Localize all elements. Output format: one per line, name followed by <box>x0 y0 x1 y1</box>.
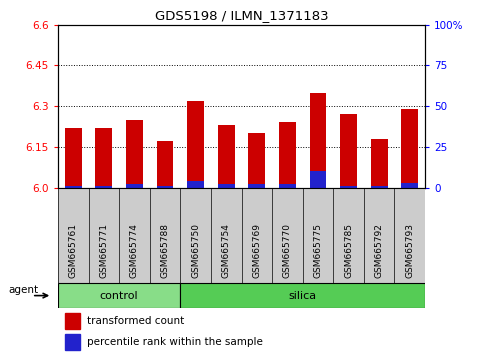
Text: GSM665775: GSM665775 <box>313 223 323 278</box>
Text: GSM665761: GSM665761 <box>69 223 78 278</box>
Text: GSM665774: GSM665774 <box>130 223 139 278</box>
Bar <box>401 109 418 188</box>
Bar <box>310 93 327 188</box>
Bar <box>156 186 173 188</box>
Bar <box>187 101 204 188</box>
Bar <box>310 171 327 188</box>
Text: GSM665754: GSM665754 <box>222 223 231 278</box>
Text: GSM665769: GSM665769 <box>252 223 261 278</box>
Bar <box>187 181 204 188</box>
Bar <box>340 114 357 188</box>
Bar <box>65 186 82 188</box>
Text: control: control <box>100 291 139 301</box>
Bar <box>65 334 80 350</box>
Bar <box>248 184 265 188</box>
Bar <box>156 142 173 188</box>
Text: transformed count: transformed count <box>87 316 185 326</box>
Text: GSM665792: GSM665792 <box>375 223 384 278</box>
Bar <box>65 313 80 329</box>
Bar <box>96 128 112 188</box>
Text: silica: silica <box>289 291 317 301</box>
Text: GSM665788: GSM665788 <box>160 223 170 278</box>
Bar <box>126 184 143 188</box>
Title: GDS5198 / ILMN_1371183: GDS5198 / ILMN_1371183 <box>155 9 328 22</box>
Text: GSM665785: GSM665785 <box>344 223 353 278</box>
Bar <box>371 186 387 188</box>
Bar <box>65 128 82 188</box>
Text: agent: agent <box>9 285 39 295</box>
Bar <box>218 184 235 188</box>
Text: percentile rank within the sample: percentile rank within the sample <box>87 337 263 348</box>
Bar <box>279 122 296 188</box>
Text: GSM665750: GSM665750 <box>191 223 200 278</box>
Bar <box>248 133 265 188</box>
Bar <box>126 120 143 188</box>
Bar <box>180 283 425 308</box>
Text: GSM665793: GSM665793 <box>405 223 414 278</box>
Bar <box>218 125 235 188</box>
Bar <box>340 186 357 188</box>
Bar <box>401 183 418 188</box>
Bar <box>58 283 180 308</box>
Text: GSM665771: GSM665771 <box>99 223 108 278</box>
Bar <box>96 186 112 188</box>
Bar <box>371 139 387 188</box>
Text: GSM665770: GSM665770 <box>283 223 292 278</box>
Bar <box>279 184 296 188</box>
